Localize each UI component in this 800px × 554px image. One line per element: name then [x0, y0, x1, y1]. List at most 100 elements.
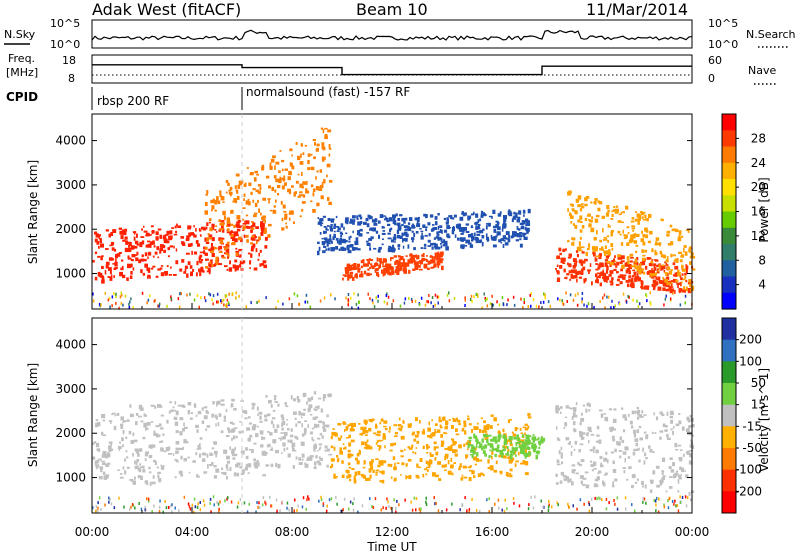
- power-colorbar-swatch: [722, 162, 736, 180]
- power-cell: [196, 272, 198, 277]
- velocity-cell: [372, 506, 375, 509]
- velocity-cell: [321, 435, 324, 439]
- power-cell: [500, 241, 503, 244]
- power-cell: [482, 228, 485, 231]
- power-cell: [646, 299, 648, 303]
- velocity-cell: [114, 414, 117, 417]
- velocity-cell: [292, 448, 295, 452]
- velocity-cell: [158, 405, 163, 408]
- velocity-cell: [313, 408, 316, 411]
- power-cell: [507, 238, 511, 243]
- velocity-cell: [451, 502, 453, 506]
- velocity-cell: [653, 412, 655, 416]
- velocity-ytick-label: 2000: [55, 426, 86, 440]
- power-cell: [407, 227, 412, 232]
- power-cell: [136, 251, 139, 256]
- power-colorbar-tick-label: 24: [751, 156, 766, 170]
- velocity-cell: [486, 434, 489, 437]
- velocity-cell: [175, 441, 180, 445]
- velocity-cell: [582, 477, 587, 480]
- power-cell: [685, 229, 689, 231]
- power-cell: [192, 269, 195, 272]
- power-cell: [687, 281, 692, 285]
- velocity-cell: [293, 398, 296, 402]
- velocity-cell: [154, 461, 157, 466]
- velocity-cell: [197, 411, 202, 415]
- velocity-cell: [614, 478, 618, 482]
- velocity-cell: [231, 423, 235, 425]
- velocity-cell: [542, 505, 544, 509]
- noise-right-label: N.Search: [746, 28, 796, 41]
- power-cell: [639, 211, 643, 214]
- velocity-cell: [368, 419, 372, 421]
- power-cell: [354, 240, 359, 246]
- velocity-cell: [672, 431, 674, 436]
- power-cell: [155, 236, 159, 241]
- power-cell: [617, 221, 620, 223]
- power-cell: [619, 281, 623, 285]
- velocity-cell: [468, 477, 472, 482]
- power-cell: [359, 216, 363, 220]
- power-cell: [535, 304, 538, 308]
- power-cell: [130, 259, 134, 262]
- power-cell: [142, 272, 146, 276]
- power-cell: [165, 234, 169, 236]
- velocity-cell: [354, 457, 358, 461]
- power-cell: [574, 293, 577, 297]
- velocity-cell: [352, 508, 355, 512]
- power-cell: [219, 228, 224, 231]
- power-cell: [429, 214, 434, 218]
- power-cell: [661, 265, 666, 270]
- velocity-cell: [178, 509, 180, 513]
- velocity-cell: [266, 413, 271, 417]
- velocity-cell: [240, 450, 244, 454]
- power-cell: [223, 246, 226, 251]
- velocity-cell: [420, 507, 422, 511]
- velocity-cell: [497, 498, 500, 502]
- power-cell: [157, 268, 161, 271]
- velocity-cell: [187, 456, 190, 459]
- power-cell: [200, 296, 202, 300]
- power-cell: [249, 267, 251, 269]
- power-cell: [432, 259, 436, 264]
- power-cell: [440, 245, 443, 249]
- power-cell: [255, 248, 258, 253]
- power-cell: [209, 250, 213, 253]
- velocity-cell: [555, 473, 558, 477]
- velocity-cell: [473, 426, 476, 431]
- power-cell: [157, 228, 162, 231]
- velocity-cell: [507, 446, 509, 450]
- power-cell: [247, 252, 251, 255]
- freq-tick-bottom: 8: [68, 72, 75, 85]
- power-cell: [146, 267, 150, 272]
- power-cell: [634, 277, 638, 282]
- power-cell: [666, 256, 669, 261]
- power-cell: [101, 277, 105, 281]
- velocity-cell: [308, 404, 313, 408]
- velocity-cell: [265, 395, 268, 398]
- power-cell: [273, 205, 276, 208]
- velocity-cell: [352, 422, 356, 427]
- velocity-cell: [560, 411, 562, 414]
- power-cell: [629, 283, 634, 288]
- velocity-cell: [270, 463, 274, 467]
- power-cell: [568, 253, 572, 257]
- power-cell: [115, 258, 117, 262]
- velocity-cell: [555, 426, 558, 430]
- velocity-cell: [173, 409, 177, 412]
- power-cell: [596, 279, 599, 284]
- power-cell: [437, 295, 440, 299]
- power-cell: [292, 221, 295, 224]
- velocity-cell: [655, 509, 657, 513]
- velocity-cell: [622, 467, 627, 469]
- power-cell: [569, 203, 573, 206]
- power-cell: [418, 216, 420, 219]
- velocity-cell: [508, 439, 512, 443]
- power-cell: [320, 127, 324, 130]
- velocity-cell: [134, 462, 138, 465]
- velocity-cell: [357, 471, 361, 476]
- power-cell: [213, 246, 217, 250]
- velocity-cell: [528, 503, 530, 507]
- velocity-cell: [497, 423, 500, 426]
- power-cell: [399, 262, 403, 265]
